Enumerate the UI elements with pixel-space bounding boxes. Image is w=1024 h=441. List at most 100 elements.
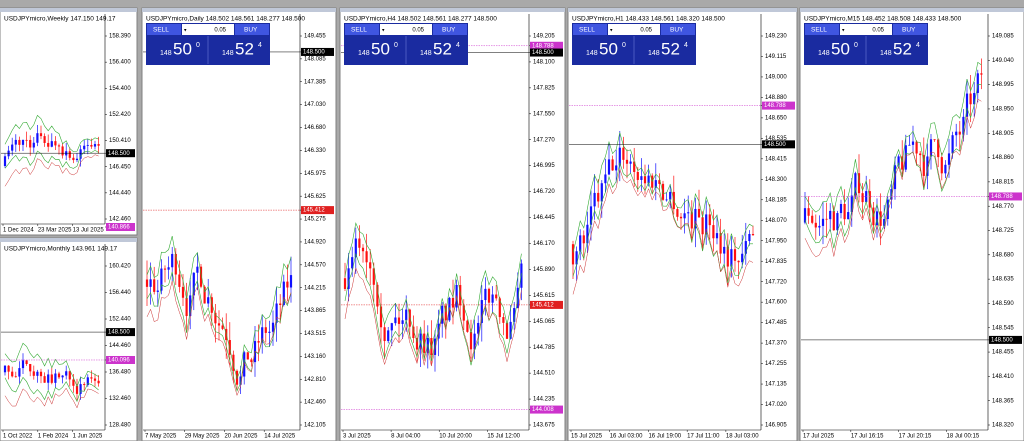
buy-label[interactable]: BUY (244, 27, 258, 34)
price-label: 142.460 (304, 400, 326, 406)
bid-sup[interactable]: 0 (196, 42, 200, 49)
buy-button[interactable] (235, 24, 269, 35)
candle-body (86, 144, 89, 146)
ask-sup[interactable]: 4 (684, 42, 688, 49)
candle-body (615, 165, 618, 171)
price-label: 143.160 (304, 354, 326, 360)
lot-input[interactable] (182, 24, 234, 35)
date-label: 17 Jul 16:15 (851, 434, 884, 440)
candle-body (210, 297, 213, 313)
sell-label[interactable]: SELL (579, 27, 595, 34)
ask-big[interactable]: 148 (880, 50, 892, 57)
candle-body (29, 363, 32, 372)
lot-value[interactable]: 0.05 (872, 28, 884, 34)
bid-main[interactable]: 50 (831, 39, 850, 58)
ask-main[interactable]: 52 (433, 39, 452, 58)
ask-big[interactable]: 148 (648, 50, 660, 57)
lot-input[interactable] (380, 24, 432, 35)
price-label: 145.890 (533, 267, 555, 273)
buy-button[interactable] (433, 24, 467, 35)
price-label: 147.255 (765, 361, 787, 367)
candle-body (181, 286, 185, 298)
lot-input[interactable] (608, 24, 660, 35)
sell-button[interactable] (345, 24, 379, 35)
candle-body (232, 354, 235, 371)
ask-main[interactable]: 52 (661, 39, 680, 58)
candle-body (387, 330, 390, 342)
bid-main[interactable]: 50 (599, 39, 618, 58)
candle-body (477, 322, 480, 334)
bollinger-band (804, 61, 982, 220)
price-label: 146.330 (304, 148, 326, 154)
price-label: 149.455 (304, 34, 326, 40)
lot-value[interactable]: 0.05 (214, 28, 226, 34)
candle-body (93, 378, 97, 381)
bid-big[interactable]: 148 (818, 50, 830, 57)
candle-body (730, 249, 733, 267)
ask-sup[interactable]: 4 (916, 42, 920, 49)
sell-button[interactable] (573, 24, 607, 35)
ask-big[interactable]: 148 (222, 50, 234, 57)
ask-sup[interactable]: 4 (258, 42, 262, 49)
moving-average (804, 98, 982, 258)
window-caption (568, 8, 797, 12)
chart-window[interactable]: USDJPYmicro,M15 148.452 148.508 148.433 … (799, 7, 1024, 441)
moving-average (146, 281, 292, 397)
ask-sup[interactable]: 4 (456, 42, 460, 49)
candle-body (643, 176, 647, 184)
bid-big[interactable]: 148 (358, 50, 370, 57)
moving-average (344, 267, 522, 367)
sell-button[interactable] (805, 24, 839, 35)
candle-body (571, 244, 575, 265)
buy-label[interactable]: BUY (442, 27, 456, 34)
price-label: 143.675 (533, 423, 555, 429)
chart-window[interactable]: USDJPYmicro,H1 148.433 148.561 148.320 1… (567, 7, 798, 441)
buy-button[interactable] (661, 24, 695, 35)
candle-body (600, 183, 603, 202)
candle-body (886, 199, 889, 220)
candle-body (850, 195, 853, 213)
lot-input[interactable] (840, 24, 892, 35)
lot-arrow: ▾ (382, 27, 385, 33)
candle-body (286, 281, 289, 288)
bid-big[interactable]: 148 (586, 50, 598, 57)
ask-main[interactable]: 52 (893, 39, 912, 58)
candle-body (217, 323, 221, 326)
chart-window[interactable]: USDJPYmicro,Monthly 143.961 149.17 160.42… (0, 237, 138, 441)
candle-body (658, 180, 661, 184)
candle-body (351, 257, 354, 269)
candle-body (944, 164, 947, 174)
candle-body (748, 233, 751, 242)
chart-window[interactable]: USDJPYmicro,Weekly 147.150 149.17 158.390… (0, 7, 138, 236)
candle-body (933, 139, 936, 141)
lot-value[interactable]: 0.05 (640, 28, 652, 34)
buy-button[interactable] (893, 24, 927, 35)
chart-window[interactable]: USDJPYmicro,Daily 148.502 148.561 148.27… (141, 7, 337, 441)
candle-body (495, 294, 498, 299)
price-label: 144.460 (109, 343, 131, 349)
bid-sup[interactable]: 0 (394, 42, 398, 49)
buy-label[interactable]: BUY (902, 27, 916, 34)
bid-main[interactable]: 50 (371, 39, 390, 58)
sell-label[interactable]: SELL (351, 27, 367, 34)
candle-body (622, 147, 625, 160)
lot-value[interactable]: 0.05 (412, 28, 424, 34)
sell-label[interactable]: SELL (811, 27, 827, 34)
bid-sup[interactable]: 0 (622, 42, 626, 49)
bid-sup[interactable]: 0 (854, 42, 858, 49)
window-frame (567, 7, 798, 441)
candle-body (965, 93, 969, 117)
bid-big[interactable]: 148 (160, 50, 172, 57)
candle-body (575, 251, 578, 265)
buy-label[interactable]: BUY (670, 27, 684, 34)
ask-big[interactable]: 148 (420, 50, 432, 57)
sell-button[interactable] (147, 24, 181, 35)
bid-main[interactable]: 50 (173, 39, 192, 58)
candle-body (462, 305, 465, 321)
candle-body (803, 208, 807, 223)
price-label: 142.460 (109, 217, 131, 223)
ask-main[interactable]: 52 (235, 39, 254, 58)
sell-label[interactable]: SELL (153, 27, 169, 34)
chart-window[interactable]: USDJPYmicro,H4 148.502 148.561 148.277 1… (339, 7, 566, 441)
